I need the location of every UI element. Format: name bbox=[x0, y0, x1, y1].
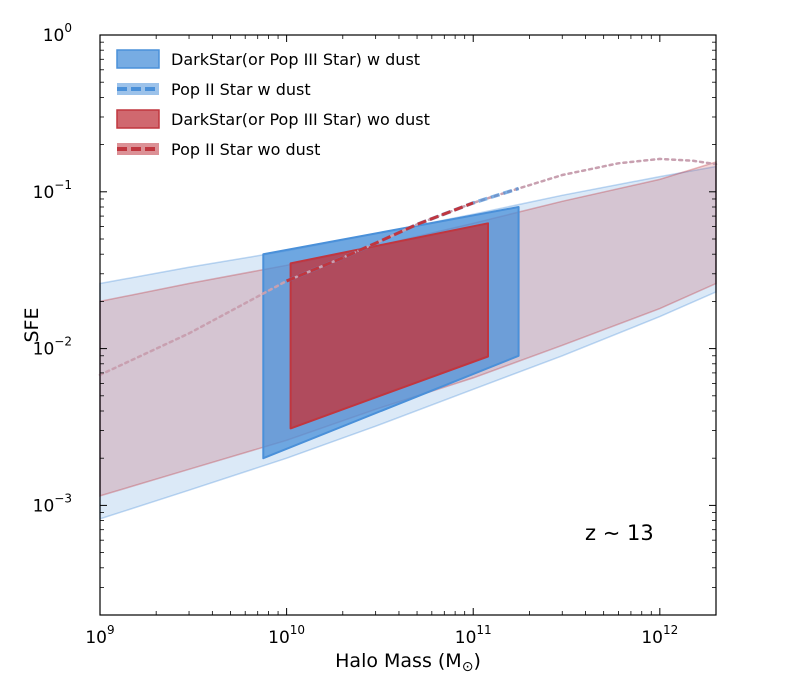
y-tick-label: 100 bbox=[43, 21, 72, 46]
y-axis-label: SFE bbox=[21, 308, 43, 343]
legend-swatch bbox=[116, 49, 160, 69]
plot-frame bbox=[99, 34, 717, 616]
legend-swatch bbox=[116, 109, 160, 129]
redshift-annotation: z ∼ 13 bbox=[585, 521, 654, 545]
y-tick-label: 10−3 bbox=[33, 491, 72, 516]
legend-label: Pop II Star wo dust bbox=[171, 140, 320, 159]
legend-label: DarkStar(or Pop III Star) wo dust bbox=[171, 110, 430, 129]
x-axis-label: Halo Mass (M⊙) bbox=[335, 650, 481, 675]
y-tick-label: 10−1 bbox=[33, 178, 72, 203]
legend-label: Pop II Star w dust bbox=[171, 80, 311, 99]
median-curves-layer bbox=[98, 157, 718, 377]
darkstar-series-3 bbox=[289, 222, 489, 430]
darkstar-layer bbox=[262, 206, 520, 460]
popii-median-wodust bbox=[286, 201, 474, 283]
x-tick-label: 109 bbox=[85, 623, 114, 648]
legend-label: DarkStar(or Pop III Star) w dust bbox=[171, 50, 420, 69]
x-tick-label: 1011 bbox=[455, 623, 492, 648]
legend: DarkStar(or Pop III Star) w dust Pop II S… bbox=[116, 49, 430, 159]
x-tick-label: 1010 bbox=[268, 623, 305, 648]
x-tick-label: 1012 bbox=[641, 623, 678, 648]
x-axis-label-symbol: ⊙ bbox=[462, 659, 474, 675]
